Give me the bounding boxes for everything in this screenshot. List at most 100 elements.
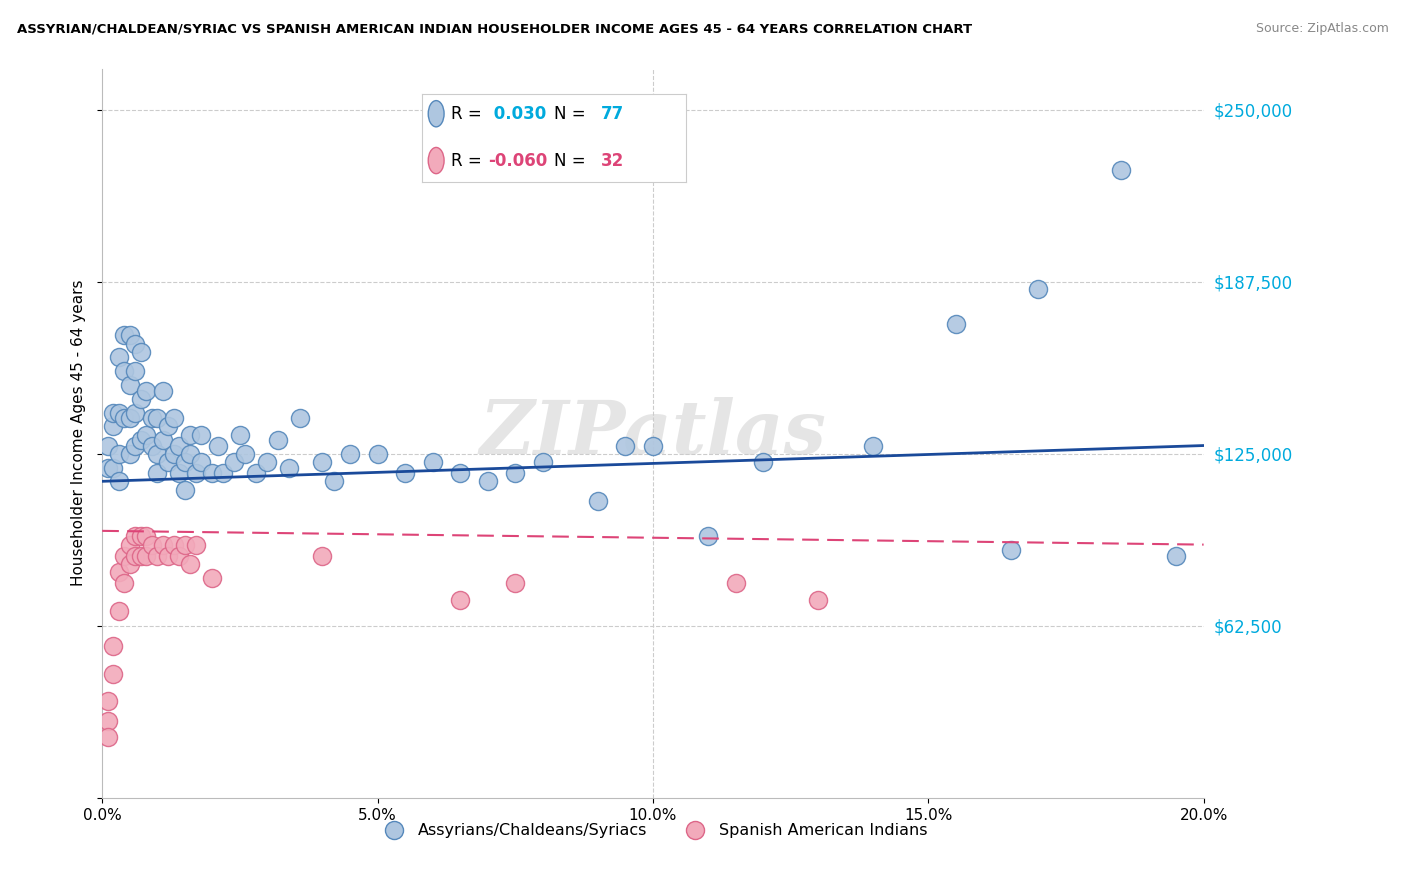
Point [141, 438, 163, 452]
Point [146, 411, 169, 425]
Point [235, 447, 257, 461]
Point [278, 460, 301, 475]
Point [945, 318, 967, 332]
Point [152, 538, 174, 552]
Point [118, 328, 141, 343]
Point [152, 384, 174, 398]
Point [107, 475, 129, 489]
Point [179, 557, 201, 571]
Point [184, 538, 207, 552]
Point [1028, 282, 1050, 296]
Point [1109, 163, 1132, 178]
Point [179, 427, 201, 442]
Point [267, 433, 290, 447]
Point [97, 694, 120, 708]
Point [724, 576, 747, 591]
Point [97, 714, 120, 728]
Point [157, 455, 180, 469]
Point [129, 345, 152, 359]
Point [184, 466, 207, 480]
Point [229, 427, 252, 442]
Point [118, 378, 141, 392]
Point [97, 438, 120, 452]
Point [107, 604, 129, 618]
Point [129, 529, 152, 543]
Point [163, 538, 186, 552]
Point [807, 592, 830, 607]
Point [173, 455, 195, 469]
Point [112, 411, 135, 425]
Point [190, 455, 212, 469]
Legend: Assyrians/Chaldeans/Syriacs, Spanish American Indians: Assyrians/Chaldeans/Syriacs, Spanish Ame… [371, 817, 934, 845]
Point [103, 419, 125, 434]
Point [311, 549, 333, 563]
Point [118, 411, 141, 425]
Text: ASSYRIAN/CHALDEAN/SYRIAC VS SPANISH AMERICAN INDIAN HOUSEHOLDER INCOME AGES 45 -: ASSYRIAN/CHALDEAN/SYRIAC VS SPANISH AMER… [17, 22, 972, 36]
Point [862, 438, 884, 452]
Point [135, 384, 157, 398]
Point [422, 455, 444, 469]
Point [169, 466, 191, 480]
Point [103, 640, 125, 654]
Point [112, 328, 135, 343]
Point [97, 731, 120, 745]
Point [152, 433, 174, 447]
Point [107, 405, 129, 419]
Point [118, 538, 141, 552]
Point [169, 438, 191, 452]
Point [173, 483, 195, 497]
Point [169, 549, 191, 563]
Point [135, 549, 157, 563]
Point [118, 447, 141, 461]
Point [290, 411, 312, 425]
Point [173, 538, 195, 552]
Point [367, 447, 389, 461]
Point [190, 427, 212, 442]
Point [129, 549, 152, 563]
Point [256, 455, 278, 469]
Point [201, 466, 224, 480]
Point [641, 438, 664, 452]
Point [503, 466, 526, 480]
Point [112, 364, 135, 378]
Point [124, 336, 146, 351]
Point [163, 411, 186, 425]
Point [107, 447, 129, 461]
Point [118, 557, 141, 571]
Point [124, 549, 146, 563]
Point [163, 447, 186, 461]
Point [141, 411, 163, 425]
Point [129, 433, 152, 447]
Point [322, 475, 344, 489]
Point [124, 405, 146, 419]
Point [752, 455, 775, 469]
Text: ZIPatlas: ZIPatlas [479, 397, 827, 469]
Point [207, 438, 229, 452]
Point [135, 529, 157, 543]
Point [477, 475, 499, 489]
Point [97, 460, 120, 475]
Point [112, 549, 135, 563]
Point [124, 529, 146, 543]
Point [449, 466, 471, 480]
Point [146, 466, 169, 480]
Point [141, 538, 163, 552]
Point [124, 364, 146, 378]
Point [107, 565, 129, 579]
Point [107, 351, 129, 365]
Point [157, 419, 180, 434]
Point [201, 571, 224, 585]
Point [503, 576, 526, 591]
Text: Source: ZipAtlas.com: Source: ZipAtlas.com [1256, 22, 1389, 36]
Point [339, 447, 361, 461]
Point [614, 438, 637, 452]
Point [124, 438, 146, 452]
Point [212, 466, 235, 480]
Point [129, 392, 152, 406]
Point [1000, 543, 1022, 558]
Y-axis label: Householder Income Ages 45 - 64 years: Householder Income Ages 45 - 64 years [72, 280, 86, 586]
Point [146, 549, 169, 563]
Point [179, 447, 201, 461]
Point [311, 455, 333, 469]
Point [135, 427, 157, 442]
